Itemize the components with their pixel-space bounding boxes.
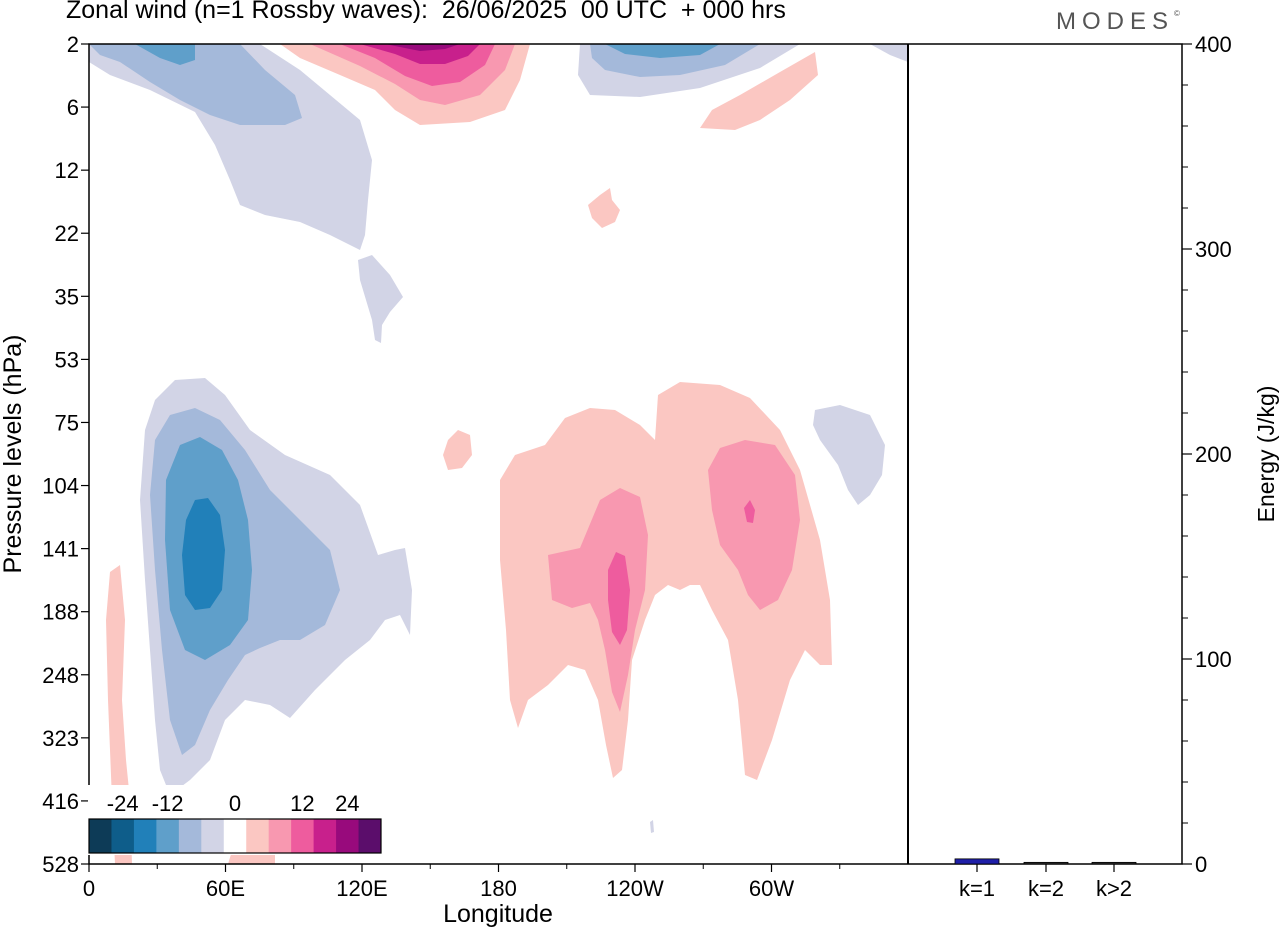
y-tick-label: 104	[42, 474, 79, 499]
colorbar-swatch	[358, 819, 382, 853]
colorbar-tick-label: 0	[229, 791, 241, 816]
y-tick-label: 528	[42, 852, 79, 877]
y-tick-label: 416	[42, 789, 79, 814]
energy-axis-label: Energy (J/kg)	[1253, 386, 1279, 523]
contour-neg-4-tiny	[650, 820, 654, 833]
heatmap-contours	[89, 44, 908, 864]
colorbar-swatch	[156, 819, 180, 853]
contour-pos-12-right-a	[608, 552, 630, 645]
y-tick-label: 248	[42, 663, 79, 688]
contour-pos-8-right-a	[548, 488, 648, 712]
colorbar: -24 -12 0 12 24	[88, 785, 382, 855]
contour-neg-8-topleft	[89, 44, 302, 125]
contour-pos-4-small	[443, 430, 472, 470]
contour-neg-4-topcorner	[870, 44, 908, 62]
contour-pos-4-blob	[588, 188, 620, 228]
x-tick-label: 180	[480, 876, 517, 901]
colorbar-frame	[88, 818, 382, 854]
contour-neg-4-right	[813, 405, 885, 505]
bar-category-label: k=1	[959, 876, 995, 901]
energy-bars: k=1 k=2 k>2	[954, 858, 1137, 901]
colorbar-swatch	[291, 819, 315, 853]
y-axis-label: Pressure levels (hPa)	[0, 335, 27, 574]
contour-pos-4-topright	[700, 52, 818, 130]
y-axis: 2 6 12 22 35 53 75 104 141 188 248 323 416 528	[42, 32, 89, 877]
contour-neg-4-topleft	[89, 44, 372, 250]
colorbar-tick-label: 12	[290, 791, 314, 816]
contour-pos-12-right-b	[744, 500, 755, 523]
energy-tick-label: 0	[1195, 852, 1207, 877]
y-tick-label: 6	[67, 95, 79, 120]
chart-title: Zonal wind (n=1 Rossby waves): 26/06/202…	[66, 0, 786, 24]
colorbar-swatch	[133, 819, 157, 853]
colorbar-swatch	[223, 819, 247, 853]
energy-axis: 0 100 200 300 400	[1182, 32, 1232, 877]
contour-neg-4-topleft-drip	[358, 255, 403, 343]
x-axis-label: Longitude	[443, 900, 553, 928]
colorbar-swatch	[178, 819, 202, 853]
y-tick-label: 323	[42, 726, 79, 751]
colorbar-tick-label: 24	[335, 791, 359, 816]
bar-category-label: k>2	[1096, 876, 1132, 901]
colorbar-swatch	[268, 819, 292, 853]
contour-neg-16-lowerleft	[182, 498, 225, 610]
energy-tick-label: 300	[1195, 237, 1232, 262]
energy-bar-k=2	[1023, 861, 1069, 865]
x-tick-label: 0	[83, 876, 95, 901]
colorbar-swatch	[89, 819, 112, 853]
contour-pos-8-right-b	[708, 440, 800, 610]
x-tick-label: 120W	[606, 876, 664, 901]
contour-pos-16-top	[360, 44, 480, 64]
colorbar-swatch	[111, 819, 135, 853]
colorbar-tick-label: -12	[152, 791, 184, 816]
colorbar-swatch	[201, 819, 225, 853]
contour-pos-20-top	[385, 44, 460, 51]
contour-neg-12-topleft	[135, 44, 195, 65]
energy-tick-label: 400	[1195, 32, 1232, 57]
energy-bar-k>2	[1091, 861, 1137, 865]
y-tick-label: 188	[42, 600, 79, 625]
y-tick-label: 2	[67, 32, 79, 57]
y-tick-label: 141	[42, 537, 79, 562]
y-tick-label: 22	[55, 221, 79, 246]
colorbar-tick-label: -24	[107, 791, 139, 816]
y-tick-label: 35	[55, 284, 79, 309]
energy-bar-k=1	[954, 858, 1000, 865]
y-tick-label: 53	[55, 347, 79, 372]
colorbar-swatch	[336, 819, 360, 853]
x-tick-label: 60E	[206, 876, 245, 901]
contour-neg-12-topright	[605, 44, 720, 58]
energy-tick-label: 100	[1195, 647, 1232, 672]
x-axis: 0 60E 120E 180 120W 60W	[83, 864, 841, 901]
modes-logo: MODES©	[1056, 8, 1180, 35]
y-tick-label: 75	[55, 410, 79, 435]
energy-tick-label: 200	[1195, 442, 1232, 467]
x-tick-label: 120E	[336, 876, 387, 901]
colorbar-swatch	[246, 819, 270, 853]
bar-category-label: k=2	[1028, 876, 1064, 901]
x-tick-label: 60W	[749, 876, 794, 901]
y-tick-label: 12	[55, 158, 79, 183]
colorbar-swatch	[313, 819, 337, 853]
